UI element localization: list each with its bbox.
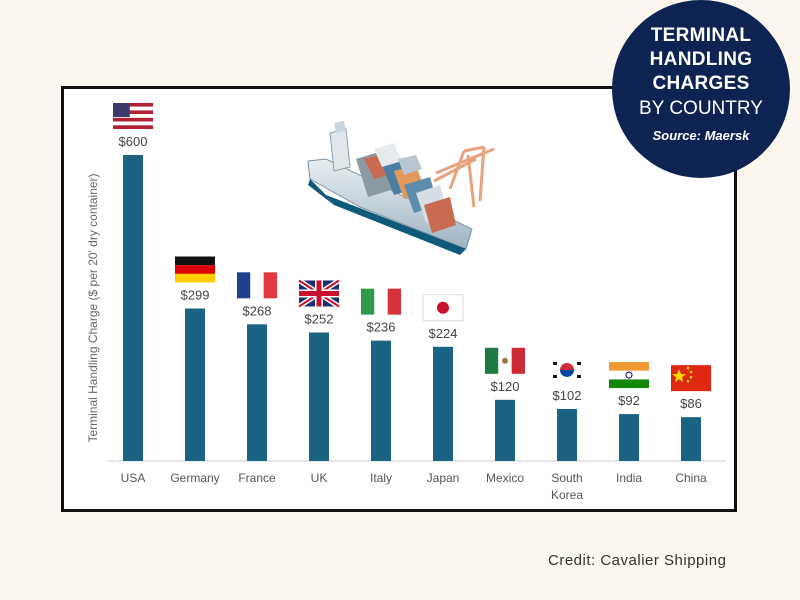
category-label-mexico: Mexico (486, 471, 524, 485)
value-label-germany: $299 (181, 288, 210, 303)
value-label-india: $92 (618, 393, 640, 408)
category-label-italy: Italy (370, 471, 392, 485)
china-flag-icon (671, 365, 711, 392)
value-label-usa: $600 (119, 134, 148, 149)
value-label-uk: $252 (305, 311, 334, 326)
category-label-japan: Japan (427, 471, 460, 485)
value-label-mexico: $120 (491, 379, 520, 394)
title-badge: TERMINAL HANDLING CHARGES BY COUNTRY Sou… (612, 0, 790, 178)
bar-france (247, 324, 267, 461)
category-label-south-korea-line1: South (551, 471, 582, 485)
india-flag-icon (609, 362, 649, 389)
bar-italy (371, 340, 391, 461)
value-label-china: $86 (680, 396, 702, 411)
value-label-south-korea: $102 (553, 388, 582, 403)
category-label-france: France (238, 471, 276, 485)
italy-flag-icon (361, 288, 401, 315)
badge-line-by-country: BY COUNTRY (639, 98, 763, 119)
badge-source: Source: Maersk (652, 128, 750, 143)
category-label-china: China (675, 471, 707, 485)
credit-text: Credit: Cavalier Shipping (548, 552, 727, 569)
mexico-flag-icon (485, 347, 525, 374)
usa-flag-icon (113, 103, 153, 129)
japan-flag-icon (422, 294, 464, 322)
bar-mexico (495, 399, 515, 461)
value-label-italy: $236 (367, 320, 396, 335)
crane-icon (433, 145, 495, 208)
category-label-germany: Germany (170, 471, 219, 485)
badge-line-terminal: TERMINAL (650, 25, 752, 46)
bar-germany (185, 308, 205, 461)
bar-south-korea (557, 408, 577, 461)
badge-line-handling: HANDLING (649, 49, 753, 70)
germany-flag-icon (175, 256, 215, 283)
y-axis-label: Terminal Handling Charge ($ per 20' dry … (86, 173, 100, 442)
uk-flag-icon (297, 278, 341, 309)
category-label-usa: USA (121, 471, 146, 485)
bar-uk (309, 332, 329, 461)
france-flag-icon (237, 272, 277, 299)
bar-india (619, 414, 639, 461)
cargo-ship-illustration (307, 121, 495, 255)
south-korea-flag-icon (547, 356, 587, 383)
bar-japan (433, 346, 453, 461)
bar-china (681, 417, 701, 461)
category-label-south-korea-line2: Korea (551, 488, 583, 502)
chart-frame: Terminal Handling Charge ($ per 20' dry … (61, 86, 737, 512)
badge-line-charges: CHARGES (652, 73, 750, 94)
value-label-japan: $224 (429, 326, 458, 341)
category-label-india: India (616, 471, 642, 485)
bar-chart: Terminal Handling Charge ($ per 20' dry … (86, 103, 726, 502)
bar-usa (123, 155, 143, 461)
value-label-france: $268 (243, 303, 272, 318)
category-label-uk: UK (311, 471, 328, 485)
